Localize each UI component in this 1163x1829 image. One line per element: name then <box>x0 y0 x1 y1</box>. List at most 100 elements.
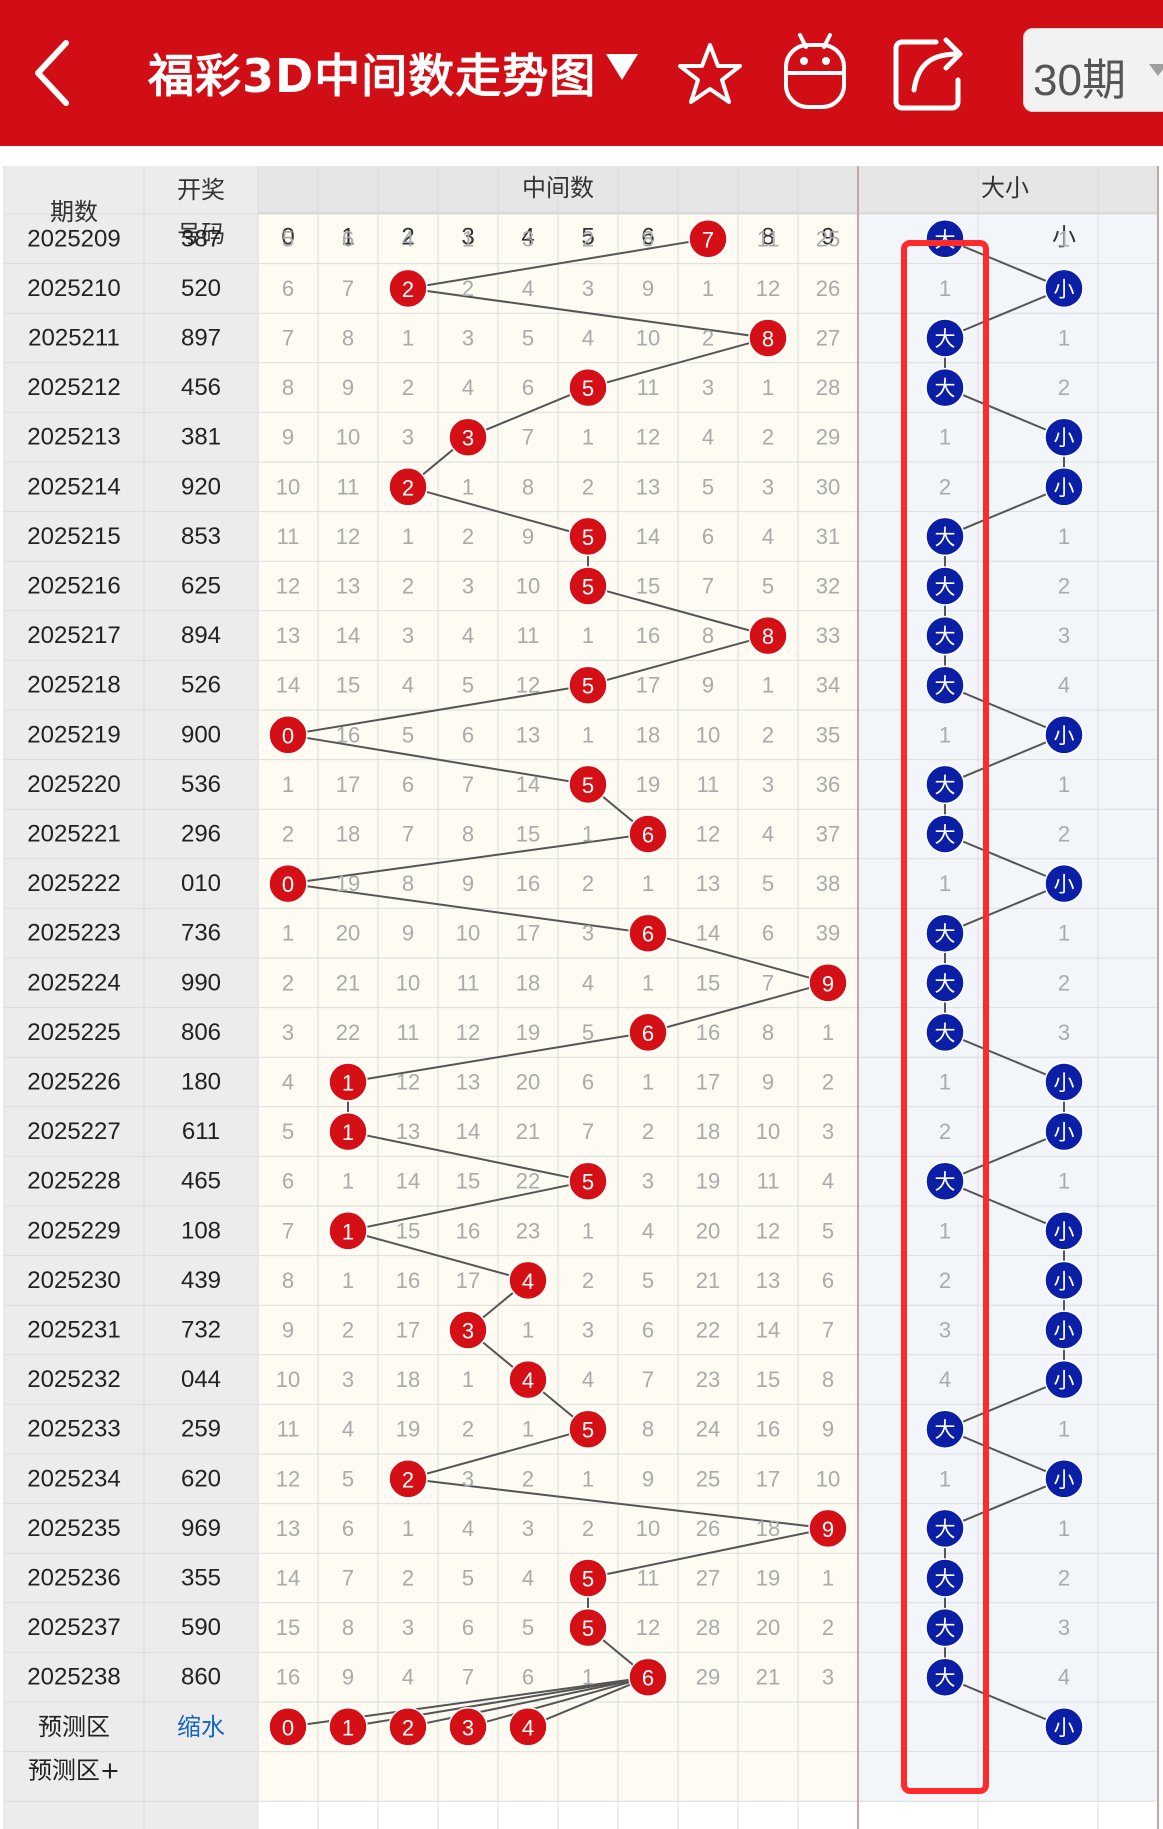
middle-hit-ball-circle <box>328 1111 368 1152</box>
middle-miss-cell: 10 <box>636 1516 660 1541</box>
middle-miss-cell: 8 <box>282 1268 294 1293</box>
middle-miss-cell: 1 <box>822 1566 834 1591</box>
middle-miss-cell: 1 <box>342 1169 354 1194</box>
middle-miss-cell: 8 <box>342 1615 354 1640</box>
middle-hit-ball: 6 <box>628 913 668 953</box>
size-big-ball: 大 <box>925 1161 965 1201</box>
size-big-ball: 大 <box>925 1607 965 1648</box>
middle-miss-cell: 4 <box>462 623 474 648</box>
predict-digit-ball-label: 2 <box>402 1715 414 1740</box>
middle-miss-cell: 8 <box>762 1020 774 1045</box>
size-miss-cell: 2 <box>939 1119 951 1144</box>
middle-miss-cell: 23 <box>516 1218 540 1243</box>
middle-miss-cell: 4 <box>342 1417 354 1442</box>
page-title[interactable]: 福彩3D中间数走势图 <box>148 49 597 103</box>
middle-miss-cell: 6 <box>402 772 414 797</box>
period-cell: 2025233 <box>27 1416 120 1443</box>
middle-miss-cell: 4 <box>402 673 414 698</box>
middle-miss-cell: 38 <box>816 871 840 896</box>
number-cell: 736 <box>181 920 221 947</box>
middle-trend-line <box>407 237 709 290</box>
middle-hit-ball: 8 <box>748 615 788 656</box>
predict-digit-ball: 1 <box>328 1707 368 1747</box>
share-icon[interactable] <box>890 30 970 114</box>
shrink-link[interactable]: 缩水 <box>177 1713 225 1741</box>
size-miss-cell: 2 <box>939 1268 951 1293</box>
middle-miss-cell: 17 <box>396 1318 420 1343</box>
size-miss-cell: 1 <box>939 1466 951 1491</box>
middle-miss-cell: 27 <box>816 326 840 351</box>
size-trend-line <box>944 1428 1065 1480</box>
number-cell: 381 <box>181 424 221 451</box>
middle-miss-cell: 3 <box>402 425 414 450</box>
middle-miss-cell: 9 <box>342 375 354 400</box>
middle-miss-cell: 2 <box>402 1566 414 1591</box>
predict-digit-ball-circle <box>448 1707 488 1747</box>
middle-hit-ball-circle <box>568 764 608 805</box>
middle-miss-cell: 18 <box>696 1119 720 1144</box>
size-small-ball-circle <box>1044 1260 1084 1301</box>
middle-hit-ball-label: 5 <box>582 525 594 550</box>
size-big-ball: 大 <box>925 219 965 259</box>
period-cell: 2025214 <box>27 473 120 500</box>
middle-hit-ball-label: 5 <box>582 1616 594 1641</box>
middle-miss-cell: 12 <box>336 524 360 549</box>
middle-hit-ball-circle <box>748 318 788 358</box>
period-cell: 2025219 <box>27 721 120 748</box>
size-small-ball: 小 <box>1044 1310 1084 1350</box>
middle-miss-cell: 7 <box>282 1218 294 1243</box>
middle-miss-cell: 6 <box>522 1665 534 1690</box>
middle-hit-ball-circle <box>568 1161 608 1201</box>
middle-miss-cell: 8 <box>402 871 414 896</box>
middle-miss-cell: 7 <box>582 1119 594 1144</box>
digit-header-9: 9 <box>821 224 834 251</box>
middle-miss-cell: 37 <box>816 822 840 847</box>
star-icon[interactable] <box>672 36 748 112</box>
middle-hit-ball-label: 5 <box>582 1567 594 1592</box>
middle-hit-ball-label: 1 <box>342 1120 354 1145</box>
trend-table: 期数开奖号码中间数大小0123456789大小20252093875641328… <box>0 146 1163 1829</box>
middle-miss-cell: 15 <box>756 1367 780 1392</box>
middle-miss-cell: 17 <box>756 1466 780 1491</box>
middle-miss-cell: 3 <box>282 1020 294 1045</box>
size-trend-line <box>944 684 1065 736</box>
size-miss-cell: 1 <box>1058 921 1070 946</box>
period-cell: 2025225 <box>27 1019 120 1046</box>
period-cell: 2025222 <box>27 870 120 897</box>
size-big-ball-label: 大 <box>935 625 956 649</box>
middle-miss-cell: 12 <box>636 425 660 450</box>
middle-miss-cell: 12 <box>756 1218 780 1243</box>
middle-hit-ball-circle <box>568 665 608 705</box>
back-arrow-icon[interactable] <box>22 28 82 118</box>
size-small-ball: 小 <box>1044 1260 1084 1301</box>
middle-hit-ball-circle <box>328 1062 368 1102</box>
size-big-ball-circle <box>925 1012 965 1053</box>
size-row-bg <box>858 313 1158 363</box>
middle-miss-cell: 4 <box>582 326 594 351</box>
size-small-ball-label: 小 <box>1054 426 1075 450</box>
middle-hit-ball-label: 0 <box>282 723 294 748</box>
predict-digit-ball-circle <box>328 1707 368 1747</box>
period-cell: 2025213 <box>27 424 120 451</box>
middle-hit-ball: 1 <box>328 1111 368 1152</box>
middle-miss-cell: 1 <box>582 425 594 450</box>
period-select[interactable]: 30期 <box>1023 28 1163 112</box>
middle-miss-cell: 1 <box>582 1665 594 1690</box>
size-row-bg <box>858 1652 1158 1702</box>
size-predict-line <box>944 1676 1065 1728</box>
middle-hit-ball-circle <box>508 1260 548 1301</box>
size-small-ball: 小 <box>1044 1111 1084 1152</box>
middle-miss-cell: 28 <box>816 375 840 400</box>
size-miss-cell: 2 <box>1058 375 1070 400</box>
size-row-bg <box>858 1503 1158 1554</box>
middle-miss-cell: 32 <box>816 574 840 599</box>
middle-trend-line <box>467 386 589 439</box>
size-miss-cell: 1 <box>1058 226 1070 251</box>
dropdown-triangle-icon[interactable] <box>604 52 640 86</box>
middle-miss-cell: 14 <box>336 623 360 648</box>
middle-miss-cell: 5 <box>402 722 414 747</box>
middle-miss-cell: 24 <box>696 1417 720 1442</box>
android-robot-icon[interactable] <box>778 28 852 114</box>
middle-hit-ball-circle <box>568 566 608 606</box>
size-big-ball-circle <box>925 516 965 557</box>
